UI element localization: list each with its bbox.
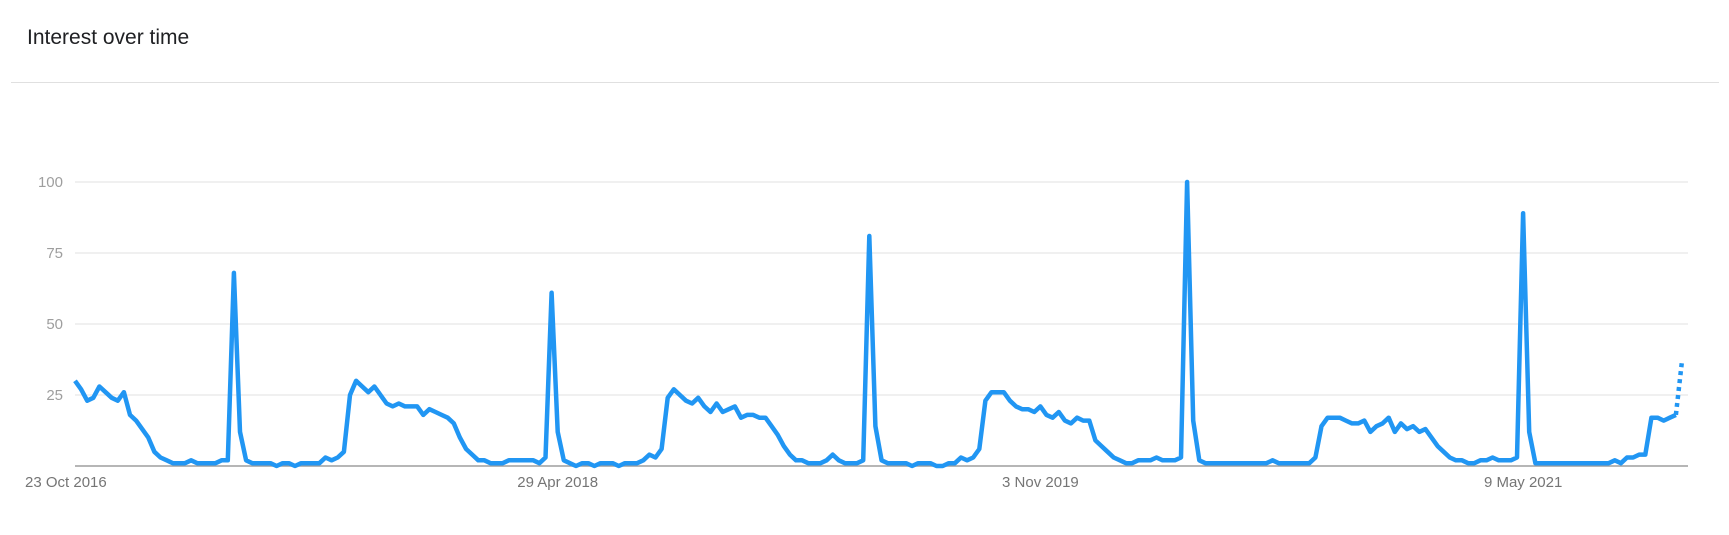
y-tick-label: 100 <box>38 174 63 191</box>
header-divider <box>11 82 1719 83</box>
y-tick-label: 75 <box>46 245 63 262</box>
series-line <box>73 179 1677 469</box>
y-tick-label: 50 <box>46 316 63 333</box>
chart-title: Interest over time <box>27 26 190 49</box>
x-tick-label: 9 May 2021 <box>1484 474 1562 491</box>
partial-data-segment <box>1673 360 1685 416</box>
x-tick-label: 29 Apr 2018 <box>517 474 598 491</box>
x-tick-label: 3 Nov 2019 <box>1002 474 1079 491</box>
x-tick-label: 23 Oct 2016 <box>25 474 107 491</box>
y-tick-label: 25 <box>46 387 63 404</box>
